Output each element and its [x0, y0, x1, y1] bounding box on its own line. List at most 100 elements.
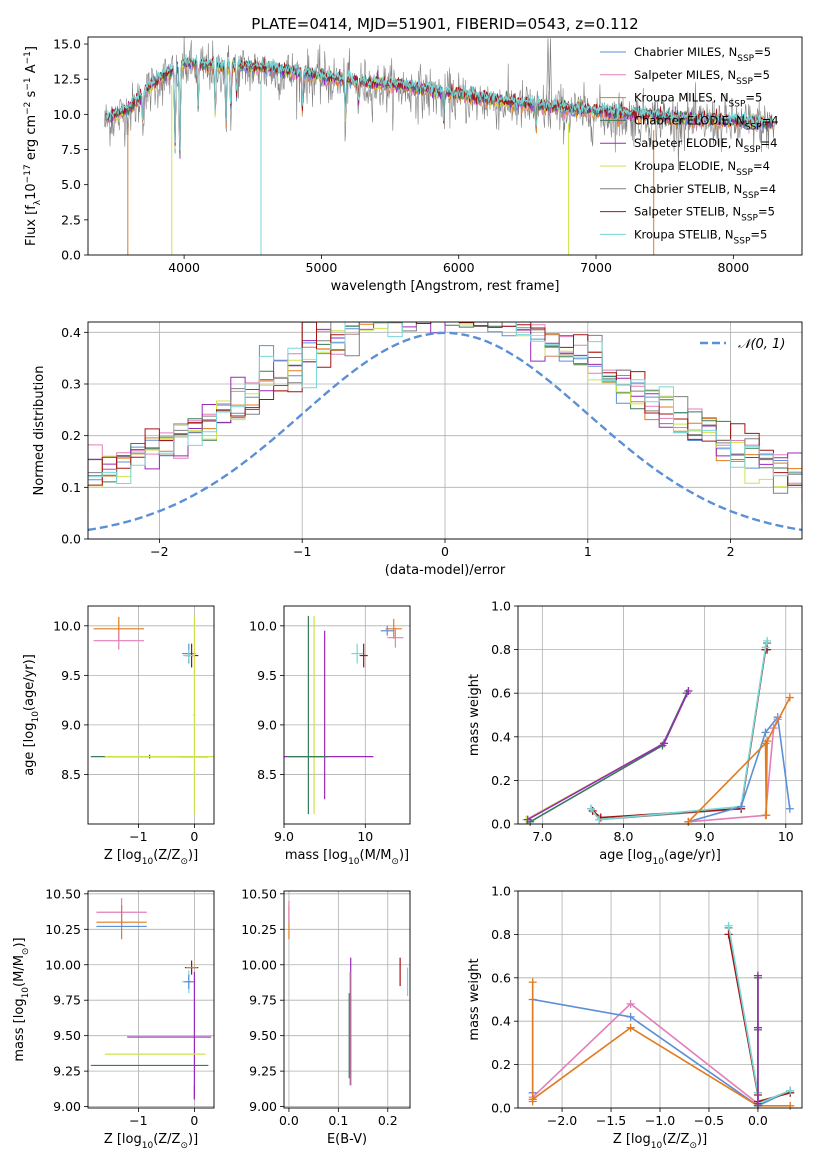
y-axis-label: mass [log10(M/M⊙)]: [12, 937, 31, 1061]
series-marker: [763, 737, 772, 746]
series-marker: [528, 978, 537, 987]
y-tick-label: 10.50: [45, 886, 81, 901]
series-line-salpeter_miles: [532, 1002, 759, 1106]
y-tick-label: 12.5: [53, 72, 81, 87]
y-tick-label: 10.00: [45, 957, 81, 972]
series-line-kroupa_miles: [531, 982, 791, 1107]
y-tick-label: 0.2: [491, 773, 511, 788]
series-marker: [737, 802, 746, 811]
series-marker: [753, 971, 762, 980]
y-tick-label: 9.00: [249, 1099, 277, 1114]
series-marker: [786, 1101, 795, 1110]
series-marker: [660, 739, 669, 748]
series-marker: [724, 930, 733, 939]
series-marker: [785, 693, 794, 702]
x-tick-label: 0.2: [378, 1113, 398, 1128]
mass-vs-Z-panel: −1 0 9.00 9.25 9.50 9.75 10.00 10.25 10.50 Z [log…: [12, 886, 215, 1151]
x-tick-label: 0: [190, 829, 198, 844]
axes-frame: [517, 890, 803, 1109]
axes-frame: [283, 890, 411, 1109]
spectrum-line-kroupa_stelib: [105, 53, 774, 151]
y-tick-label: 0.6: [491, 686, 511, 701]
legend-label: Salpeter MILES, NSSP=5: [634, 68, 770, 87]
x-tick-label: −1: [293, 544, 311, 559]
spectrum-panel: 4000 5000 6000 7000 8000 0.0 2.5 5.0 7.5 10.0 12.5…: [23, 37, 803, 294]
y-tick-label: 0.4: [491, 729, 511, 744]
y-tick-label: 9.75: [249, 993, 277, 1008]
series-line-kroupa_miles: [687, 697, 791, 823]
x-tick-label: 7000: [580, 260, 612, 275]
y-tick-label: 9.5: [257, 668, 277, 683]
axes-frame: [283, 605, 411, 825]
axes-frame: [87, 605, 215, 825]
x-tick-label: −1.5: [596, 1113, 626, 1128]
axes-frame: [517, 605, 803, 825]
legend-label: 𝒩(0, 1): [738, 337, 785, 352]
series-line-kroupa_stelib: [727, 925, 791, 1105]
histogram-kroupa_stelib: [88, 322, 802, 491]
series-line-salpeter_stelib: [592, 648, 768, 819]
x-tick-label: −1: [129, 829, 147, 844]
x-tick-label: 0: [441, 544, 449, 559]
series-line-kroupa_stelib: [590, 640, 768, 821]
series-marker: [761, 643, 770, 652]
x-tick-label: 8000: [717, 260, 749, 275]
x-tick-label: 2: [727, 544, 735, 559]
y-tick-label: 10.0: [249, 618, 277, 633]
series-marker: [762, 811, 771, 820]
x-tick-label: 5000: [306, 260, 338, 275]
y-tick-label: 0.0: [61, 532, 81, 547]
spectrum-spike: [546, 38, 552, 106]
x-tick-label: −2.0: [547, 1113, 577, 1128]
x-tick-label: 10: [357, 829, 373, 844]
series-marker: [684, 817, 693, 826]
series-marker: [761, 728, 770, 737]
y-axis-label: Flux [fλ10−17 erg cm−2 s−1 A−1]: [23, 46, 43, 246]
x-tick-label: 6000: [443, 260, 475, 275]
y-tick-label: 9.00: [53, 1099, 81, 1114]
y-tick-label: 0.8: [491, 927, 511, 942]
x-axis-label: wavelength [Angstrom, rest frame]: [331, 279, 560, 294]
y-tick-label: 9.5: [61, 668, 81, 683]
series-marker: [763, 636, 772, 645]
figure-title: PLATE=0414, MJD=51901, FIBERID=0543, z=0…: [251, 15, 638, 33]
y-tick-label: 10.0: [53, 107, 81, 122]
series-marker: [626, 1012, 635, 1021]
series-marker: [587, 804, 596, 813]
y-axis-label: age [log10(age/yr)]: [22, 654, 41, 776]
plot-layer: 4000 5000 6000 7000 80000.02.55.07.510.012.5…: [12, 37, 803, 1151]
y-axis-label: mass weight: [467, 958, 482, 1040]
y-tick-label: 9.50: [53, 1028, 81, 1043]
series-marker: [786, 1086, 795, 1095]
y-tick-label: 0.0: [491, 1101, 511, 1116]
x-tick-label: 1: [584, 544, 592, 559]
y-tick-label: 0.2: [491, 1057, 511, 1072]
series-marker: [523, 815, 532, 824]
axes-frame: [87, 321, 803, 540]
series-marker: [595, 815, 604, 824]
x-axis-label: Z [log10(Z/Z⊙)]: [104, 848, 198, 867]
x-tick-label: −0.5: [694, 1113, 724, 1128]
y-tick-label: 7.5: [61, 142, 81, 157]
x-axis-label: Z [log10(Z/Z⊙)]: [613, 1132, 707, 1151]
y-tick-label: 9.75: [53, 993, 81, 1008]
series-marker: [684, 687, 693, 696]
spectrum-legend: Chabrier MILES, NSSP=5 Salpeter MILES, NS…: [600, 45, 779, 246]
mass-vs-ebv-panel: 0.0 0.1 0.2 9.00 9.25 9.50 9.75 10.00 10.25 10.50…: [241, 886, 411, 1147]
legend-label: Chabrier MILES, NSSP=5: [634, 45, 771, 64]
series-marker: [528, 1095, 537, 1104]
x-tick-label: −2: [150, 544, 168, 559]
series-line-chabrier_stelib: [590, 642, 768, 821]
y-tick-label: 9.25: [249, 1064, 277, 1079]
x-tick-label: 0.0: [748, 1113, 768, 1128]
y-tick-label: 9.25: [53, 1064, 81, 1079]
y-tick-label: 0.8: [491, 642, 511, 657]
legend-label: Chabrier ELODIE, NSSP=4: [634, 113, 779, 132]
normal-curve: [88, 331, 802, 532]
legend-label: Salpeter STELIB, NSSP=5: [634, 205, 775, 224]
y-tick-label: 0.2: [61, 428, 81, 443]
x-tick-label: −1: [129, 1113, 147, 1128]
y-tick-label: 1.0: [491, 599, 511, 614]
series-line-kroupa_elodie: [525, 690, 690, 821]
